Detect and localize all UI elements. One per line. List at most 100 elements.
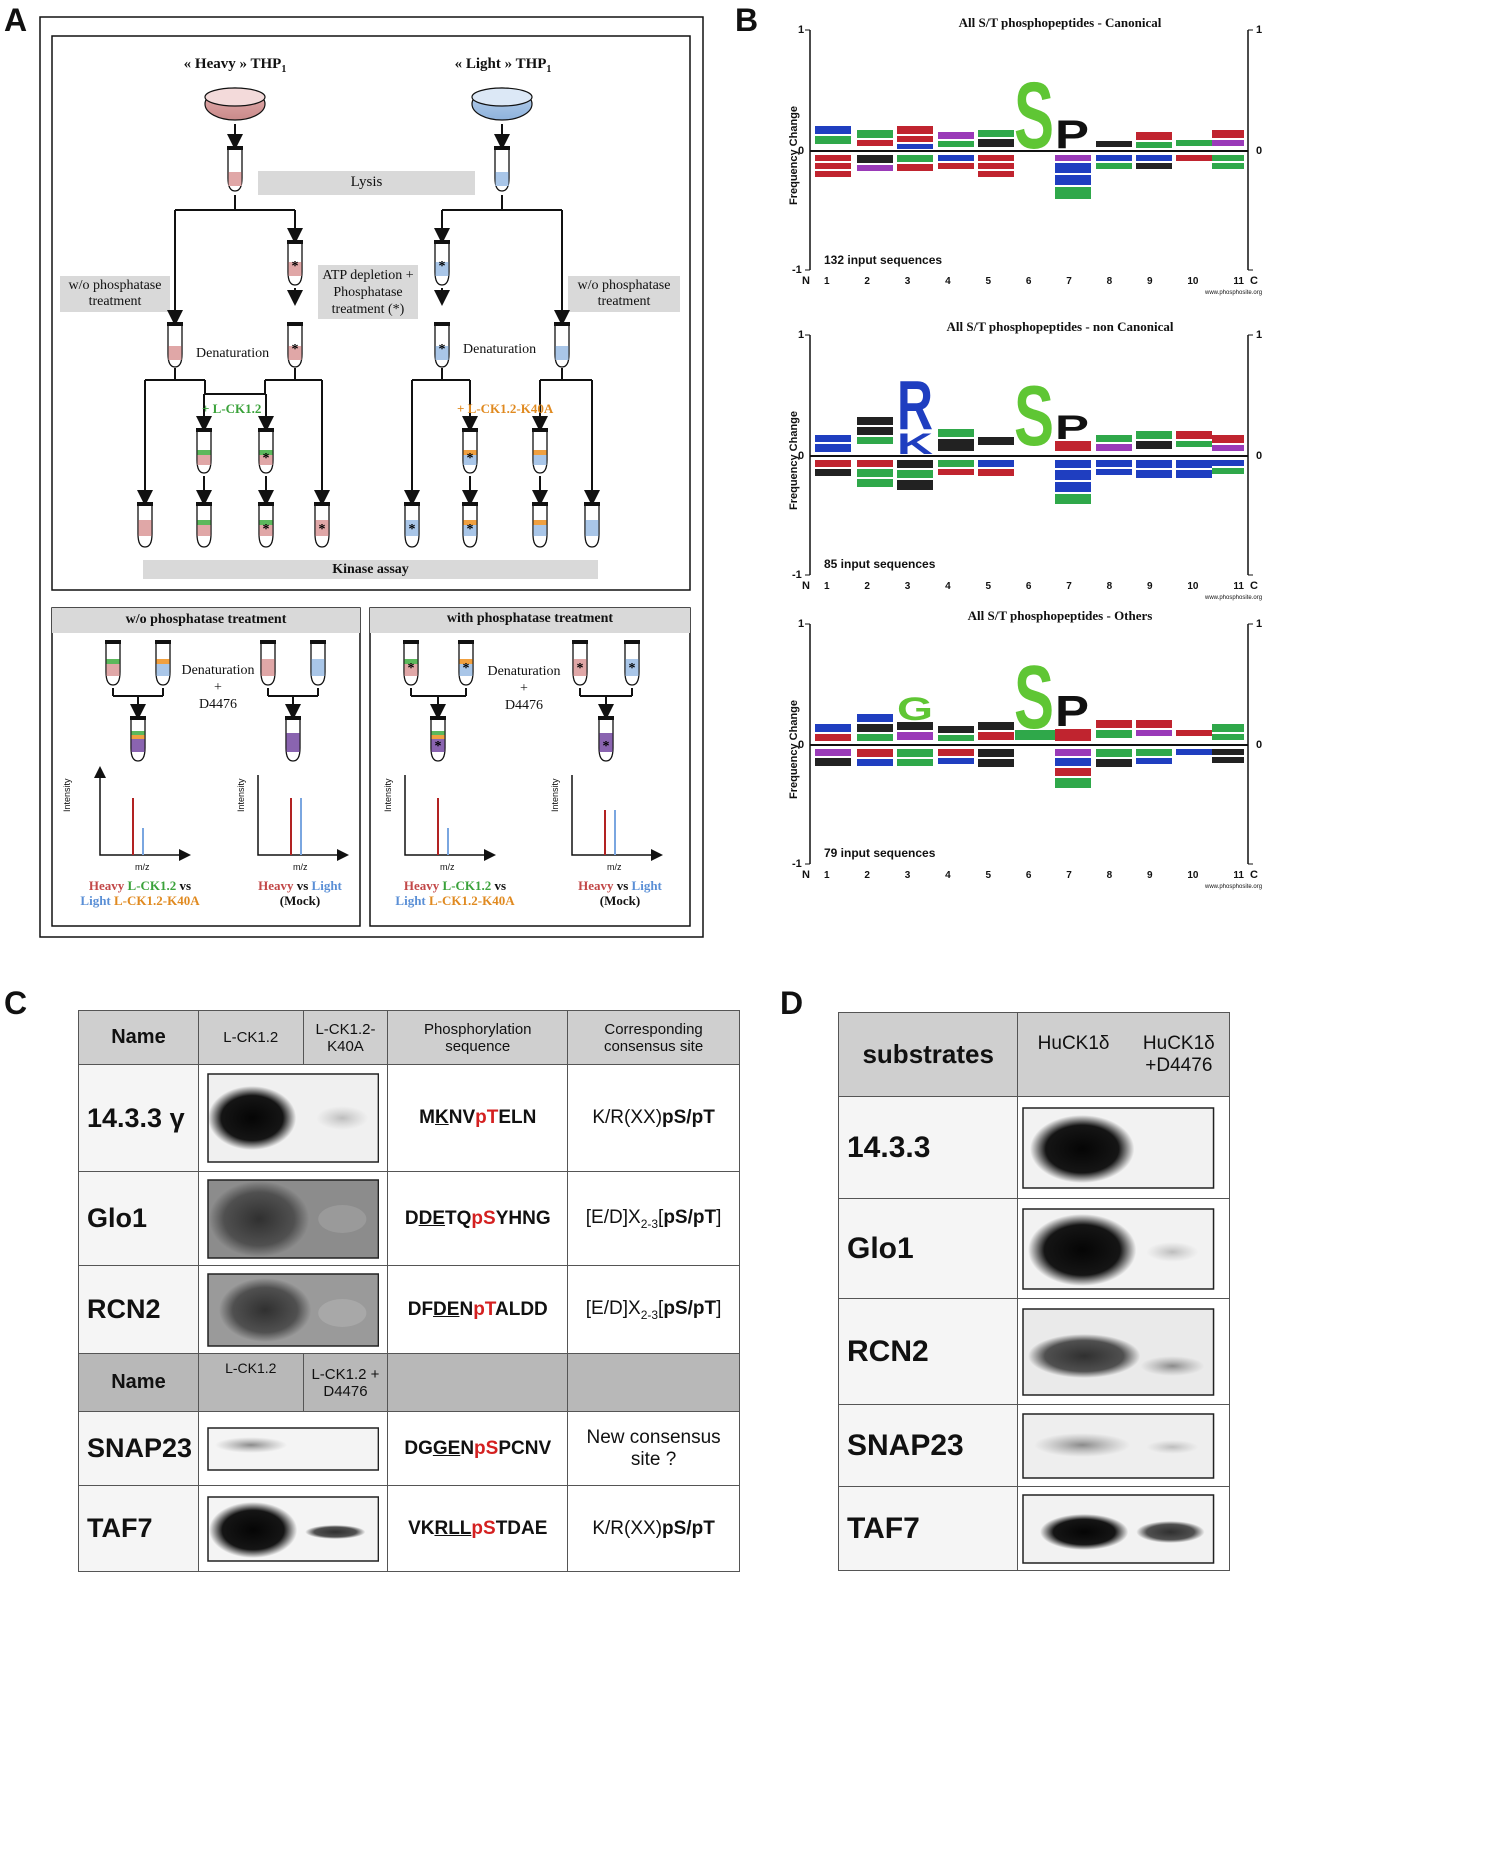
blot-image — [1022, 1207, 1215, 1290]
protein-name: RCN2 — [78, 1265, 199, 1354]
blot-cell — [197, 1411, 389, 1486]
col-header-lck12-2: L-CK1.2 — [197, 1353, 304, 1412]
light-word: Light — [80, 893, 111, 908]
substrate-name: RCN2 — [837, 1298, 1019, 1405]
svg-text:*: * — [629, 661, 636, 676]
col-header-seq: Phosphorylation sequence — [387, 1010, 569, 1065]
substrate-name: SNAP23 — [837, 1404, 1019, 1487]
table-row: 14.3.3 γ MKNVpTELN K/R(XX)pS/pT — [78, 1064, 740, 1172]
table-row: SNAP23 — [837, 1404, 1230, 1487]
panel-d-table: substrates HuCK1δ HuCK1δ +D4476 14.3.3 G… — [837, 1012, 1230, 1571]
col-header-name: Name — [78, 1010, 199, 1065]
x-c-label: C — [1250, 869, 1258, 881]
light-thp-label: « Light » THP1 — [454, 56, 552, 75]
blot-cell — [197, 1485, 389, 1572]
blot-cell — [1017, 1404, 1230, 1487]
consensus-site: [E/D]X2-3[pS/pT] — [567, 1171, 740, 1266]
x-tick: 7 — [1066, 581, 1072, 592]
x-tick: 1 — [824, 276, 830, 287]
col-header-substrates: substrates — [837, 1012, 1019, 1097]
mock-word: (Mock) — [279, 893, 321, 908]
logo-non-canonical: All S/T phosphopeptides - non Canonical … — [780, 305, 1280, 601]
legend-box2-left: Heavy L-CK1.2 vs Light L-CK1.2-K40A — [385, 878, 525, 908]
light-word: Light — [395, 893, 426, 908]
x-tick: 11 — [1233, 581, 1244, 592]
empty-header — [567, 1353, 740, 1412]
input-count: 132 input sequences — [824, 253, 943, 267]
y-zero-left: 0 — [798, 739, 805, 751]
panel-letter-b: B — [735, 2, 759, 38]
panel-letter-d: D — [780, 985, 804, 1021]
vs-word: vs — [616, 878, 629, 893]
mz-label-4: m/z — [607, 862, 622, 872]
protein-name: SNAP23 — [78, 1411, 199, 1486]
svg-text:*: * — [463, 661, 470, 676]
x-tick: 1 — [824, 581, 830, 592]
col-header-d4476: L-CK1.2 + D4476 — [302, 1353, 389, 1412]
x-tick: 11 — [1233, 276, 1244, 287]
svg-text:*: * — [439, 342, 446, 357]
y-top-right: 1 — [1256, 329, 1263, 341]
vs-word: vs — [494, 878, 507, 893]
svg-text:S: S — [1014, 63, 1054, 169]
blot-cell — [197, 1064, 389, 1172]
y-axis-label: Frequency Change — [788, 410, 800, 510]
x-tick: 4 — [945, 581, 951, 592]
x-c-label: C — [1250, 275, 1258, 287]
d4476-text: D4476 — [198, 697, 238, 712]
empty-header — [387, 1353, 569, 1412]
blot-cell — [197, 1265, 389, 1354]
x-tick: 2 — [864, 276, 870, 287]
d4476-text: D4476 — [504, 698, 544, 713]
watermark: www.phosphosite.org — [1205, 595, 1263, 601]
col-header-k40a: L-CK1.2-K40A — [302, 1010, 389, 1065]
substrate-name: 14.3.3 — [837, 1096, 1019, 1199]
phospho-sequence: VKRLLpSTDAE — [387, 1485, 569, 1572]
vs-word: vs — [179, 878, 192, 893]
y-top-left: 1 — [798, 618, 805, 630]
consensus-site: K/R(XX)pS/pT — [567, 1064, 740, 1172]
denaturation-text: Denaturation — [181, 663, 255, 678]
legend-box2-right: Heavy vs Light (Mock) — [560, 878, 680, 908]
input-count: 85 input sequences — [824, 557, 936, 571]
x-tick: 10 — [1187, 581, 1199, 592]
svg-text:R: R — [897, 366, 933, 444]
watermark: www.phosphosite.org — [1205, 290, 1263, 296]
kinase-assay-label: Kinase assay — [332, 562, 409, 577]
svg-text:*: * — [603, 739, 610, 754]
x-tick: 5 — [985, 581, 992, 592]
consensus-site: [E/D]X2-3[pS/pT] — [567, 1265, 740, 1354]
blot-image — [207, 1495, 380, 1562]
consensus-site: New consensus site ? — [567, 1411, 740, 1486]
x-tick: 5 — [985, 276, 992, 287]
intensity-label-4: Intensity — [550, 778, 560, 812]
y-zero-right: 0 — [1256, 145, 1263, 157]
svg-text:*: * — [292, 259, 299, 274]
col-header-huck: HuCK1δ HuCK1δ +D4476 — [1017, 1012, 1230, 1097]
y-top-right: 1 — [1256, 618, 1263, 630]
blot-cell — [1017, 1298, 1230, 1405]
x-tick: 6 — [1025, 870, 1032, 881]
wo-phosphatase-right-label: w/o phosphatase treatment — [577, 278, 671, 309]
heavy-word: Heavy — [403, 878, 440, 893]
svg-text:G: G — [897, 691, 933, 727]
x-tick: 3 — [904, 870, 911, 881]
mz-label-1: m/z — [135, 862, 150, 872]
mz-label-2: m/z — [293, 862, 308, 872]
lck12-k40a-label: + L-CK1.2-K40A — [457, 401, 554, 416]
x-ticks: 1 2 3 4 5 6 7 8 9 10 11 — [824, 870, 1244, 881]
consensus-site: K/R(XX)pS/pT — [567, 1485, 740, 1572]
table-row: RCN2 — [837, 1298, 1230, 1405]
heavy-thp-label: « Heavy » THP1 — [183, 56, 287, 75]
plus-text: + — [520, 681, 528, 696]
svg-text:*: * — [409, 522, 416, 537]
blot-cell — [1017, 1096, 1230, 1199]
svg-text:P: P — [1055, 113, 1089, 157]
light-word: Light — [311, 878, 342, 893]
logo-others: All S/T phosphopeptides - Others G S P — [780, 594, 1280, 890]
svg-text:*: * — [439, 259, 446, 274]
blot-image — [207, 1272, 380, 1347]
y-bottom-left: -1 — [792, 569, 802, 581]
col-header-consensus: Corresponding consensus site — [567, 1010, 740, 1065]
panel-c-table: Name L-CK1.2 L-CK1.2-K40A Phosphorylatio… — [78, 1010, 740, 1572]
